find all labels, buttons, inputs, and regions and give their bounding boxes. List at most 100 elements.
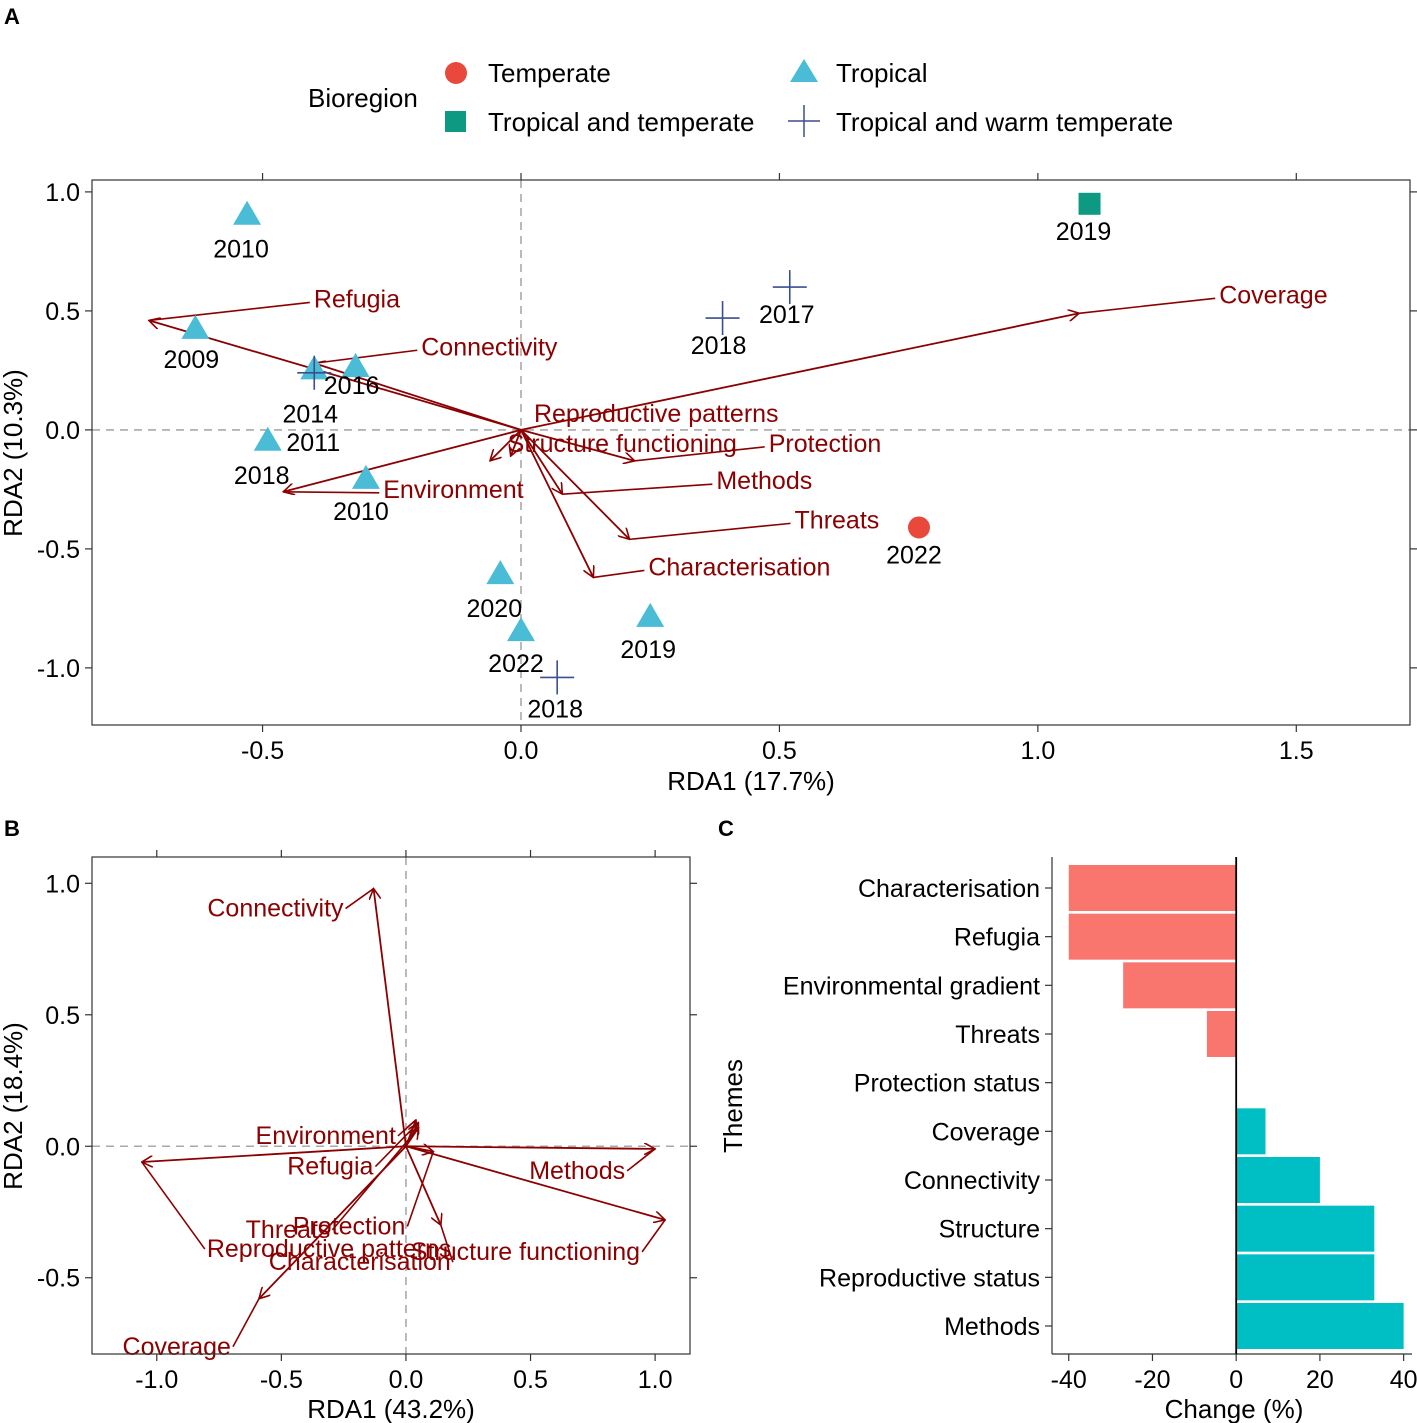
panel-a-point-2022-8 bbox=[506, 617, 535, 642]
panel-a-point-2017-12 bbox=[772, 270, 807, 305]
panel-a-point-label-13: 2019 bbox=[1056, 218, 1112, 246]
panel-a-point-2011-4 bbox=[297, 355, 332, 390]
panel-a-point-2019-13 bbox=[1078, 192, 1101, 215]
panel-a-vector-reproductive-patterns bbox=[490, 429, 522, 461]
panel-b-vector-label-methods: Methods bbox=[529, 1157, 625, 1185]
panel-a-ytick-label: -1.0 bbox=[37, 655, 80, 683]
panel-a-xtick-label: -0.5 bbox=[241, 737, 284, 765]
panel-a-point-2010-6 bbox=[351, 464, 380, 489]
panel-b-label-leader-connectivity bbox=[345, 887, 375, 910]
panel-c-bar-environmental-gradient bbox=[1123, 962, 1237, 1009]
panel-a-vector-methods bbox=[520, 429, 562, 494]
panel-b-xtick-label: 0.0 bbox=[389, 1366, 424, 1394]
panel-c-bar-coverage bbox=[1236, 1108, 1266, 1155]
panel-a-xtick-label: 0.5 bbox=[762, 737, 797, 765]
panel-a-frame bbox=[91, 179, 1411, 726]
panel-a-x-title: RDA1 (17.7%) bbox=[667, 766, 835, 796]
panel-b-frame bbox=[91, 856, 691, 1355]
panel-a-ytick-label: -0.5 bbox=[37, 536, 80, 564]
panel-b-vector-label-connectivity: Connectivity bbox=[207, 895, 344, 923]
panel-a-vector-threats bbox=[520, 429, 630, 539]
panel-a-vector-label-reproductive-patterns: Reproductive patterns bbox=[534, 400, 779, 428]
panel-c-category-structure: Structure bbox=[939, 1216, 1040, 1244]
panel-a-vector-label-connectivity: Connectivity bbox=[421, 333, 558, 361]
panel-b-vector-label-refugia: Refugia bbox=[287, 1153, 373, 1181]
panel-a-point-label-0: 2010 bbox=[213, 236, 269, 264]
panel-a-point-label-12: 2017 bbox=[759, 301, 815, 329]
panel-c-xtick-label: -20 bbox=[1134, 1366, 1170, 1394]
panel-b-vector-characterisation bbox=[405, 1145, 441, 1225]
panel-a-point-label-1: 2009 bbox=[164, 346, 220, 374]
panel-b-y-title: RDA2 (18.4%) bbox=[0, 1022, 28, 1190]
panel-a-vector-label-structure-functioning: Structure functioning bbox=[508, 430, 737, 458]
panel-b-x-title: RDA1 (43.2%) bbox=[307, 1394, 475, 1423]
panel-b-vector-label-coverage: Coverage bbox=[123, 1333, 231, 1361]
panel-a-point-label-5: 2018 bbox=[234, 462, 290, 490]
panel-a-vector-label-environment: Environment bbox=[383, 476, 523, 504]
legend-tropical-warm-marker bbox=[788, 105, 820, 137]
legend-title: Bioregion bbox=[308, 83, 418, 113]
panel-a-point-2010-0 bbox=[233, 200, 262, 225]
panel-a-point-2009-1 bbox=[181, 314, 210, 339]
panel-c: Characterisation Refugia Environmental gra… bbox=[718, 857, 1417, 1423]
panel-c-category-protection-status: Protection status bbox=[854, 1070, 1040, 1098]
panel-c-xtick-label: -40 bbox=[1051, 1366, 1087, 1394]
panel-b-xtick-label: 1.0 bbox=[638, 1366, 673, 1394]
panel-c-bar-methods bbox=[1236, 1303, 1404, 1349]
panel-a-label-leader-refugia bbox=[148, 301, 310, 322]
panel-b-vector-label-threats: Threats bbox=[246, 1216, 331, 1244]
panel-a: Coverage Refugia Connectivity Reproductive … bbox=[0, 173, 1417, 796]
panel-c-bar-refugia bbox=[1068, 913, 1237, 960]
legend-tropical-temperate-label: Tropical and temperate bbox=[488, 107, 754, 137]
panel-b-label-leader-structure-functioning bbox=[641, 1219, 666, 1253]
panel-b-label-leader-characterisation bbox=[440, 1224, 454, 1263]
panel-a-point-label-14: 2022 bbox=[886, 541, 942, 569]
panel-a-vector-coverage bbox=[520, 313, 1079, 431]
panel-a-point-2018-5 bbox=[253, 426, 282, 451]
panel-b-ytick-label: 1.0 bbox=[45, 870, 80, 898]
panel-c-category-connectivity: Connectivity bbox=[904, 1167, 1041, 1195]
panel-b-label-leader-coverage bbox=[232, 1298, 260, 1348]
panel-b-xtick-label: -1.0 bbox=[135, 1366, 178, 1394]
panel-a-point-2018-11 bbox=[705, 301, 740, 336]
panel-a-ytick-label: 0.0 bbox=[45, 417, 80, 445]
panel-c-bar-reproductive-status bbox=[1236, 1254, 1375, 1301]
panel-b-ytick-label: -0.5 bbox=[37, 1265, 80, 1293]
panel-c-y-title: Themes bbox=[718, 1059, 748, 1153]
panel-b-vector-label-structure-functioning: Structure functioning bbox=[411, 1238, 640, 1266]
panel-c-category-environmental-gradient: Environmental gradient bbox=[783, 972, 1040, 1000]
panel-a-ytick-label: 0.5 bbox=[45, 298, 80, 326]
panel-a-vector-characterisation bbox=[520, 429, 593, 578]
panel-a-point-label-4: 2011 bbox=[286, 429, 340, 457]
panel-c-category-refugia: Refugia bbox=[954, 924, 1040, 952]
panel-c-category-threats: Threats bbox=[955, 1021, 1040, 1049]
legend-tropical-temperate-marker bbox=[445, 111, 466, 132]
panel-a-label-leader-environment bbox=[283, 490, 380, 494]
panel-b-vector-label-characterisation: Characterisation bbox=[269, 1248, 451, 1276]
panel-a-point-label-2: 2014 bbox=[282, 400, 338, 428]
panel-b-vector-structure-functioning bbox=[405, 1145, 665, 1220]
panel-a-label-leader-connectivity bbox=[314, 349, 418, 365]
panel-a-xtick-label: 0.0 bbox=[504, 737, 539, 765]
panel-a-label-leader-threats bbox=[629, 522, 791, 541]
panel-a-point-label-8: 2022 bbox=[488, 650, 544, 678]
panel-b-xtick-label: -0.5 bbox=[260, 1366, 303, 1394]
legend-tropical-marker bbox=[790, 59, 818, 82]
panel-a-vector-label-characterisation: Characterisation bbox=[648, 553, 830, 581]
panel-b-vector-coverage bbox=[259, 1145, 407, 1299]
panel-c-category-methods: Methods bbox=[944, 1313, 1040, 1341]
panel-b-vector-reproductive-patterns bbox=[142, 1145, 407, 1162]
panel-a-vector-label-coverage: Coverage bbox=[1219, 281, 1327, 309]
panel-c-x-title: Change (%) bbox=[1165, 1394, 1304, 1423]
panel-a-y-title: RDA2 (10.3%) bbox=[0, 369, 28, 537]
panel-b-vector-label-reproductive-patterns: Reproductive patterns bbox=[207, 1235, 452, 1263]
panel-b-vector-label-protection: Protection bbox=[293, 1213, 406, 1241]
panel-a-point-label-11: 2018 bbox=[691, 332, 747, 360]
panel-b-ytick-label: 0.0 bbox=[45, 1133, 80, 1161]
panel-a-label-leader-protection bbox=[634, 446, 765, 462]
panel-a-point-label-6: 2010 bbox=[333, 498, 389, 526]
panel-c-category-characterisation: Characterisation bbox=[858, 875, 1040, 903]
panel-b-label-leader-methods bbox=[626, 1148, 656, 1172]
panel-c-bar-connectivity bbox=[1236, 1157, 1320, 1203]
